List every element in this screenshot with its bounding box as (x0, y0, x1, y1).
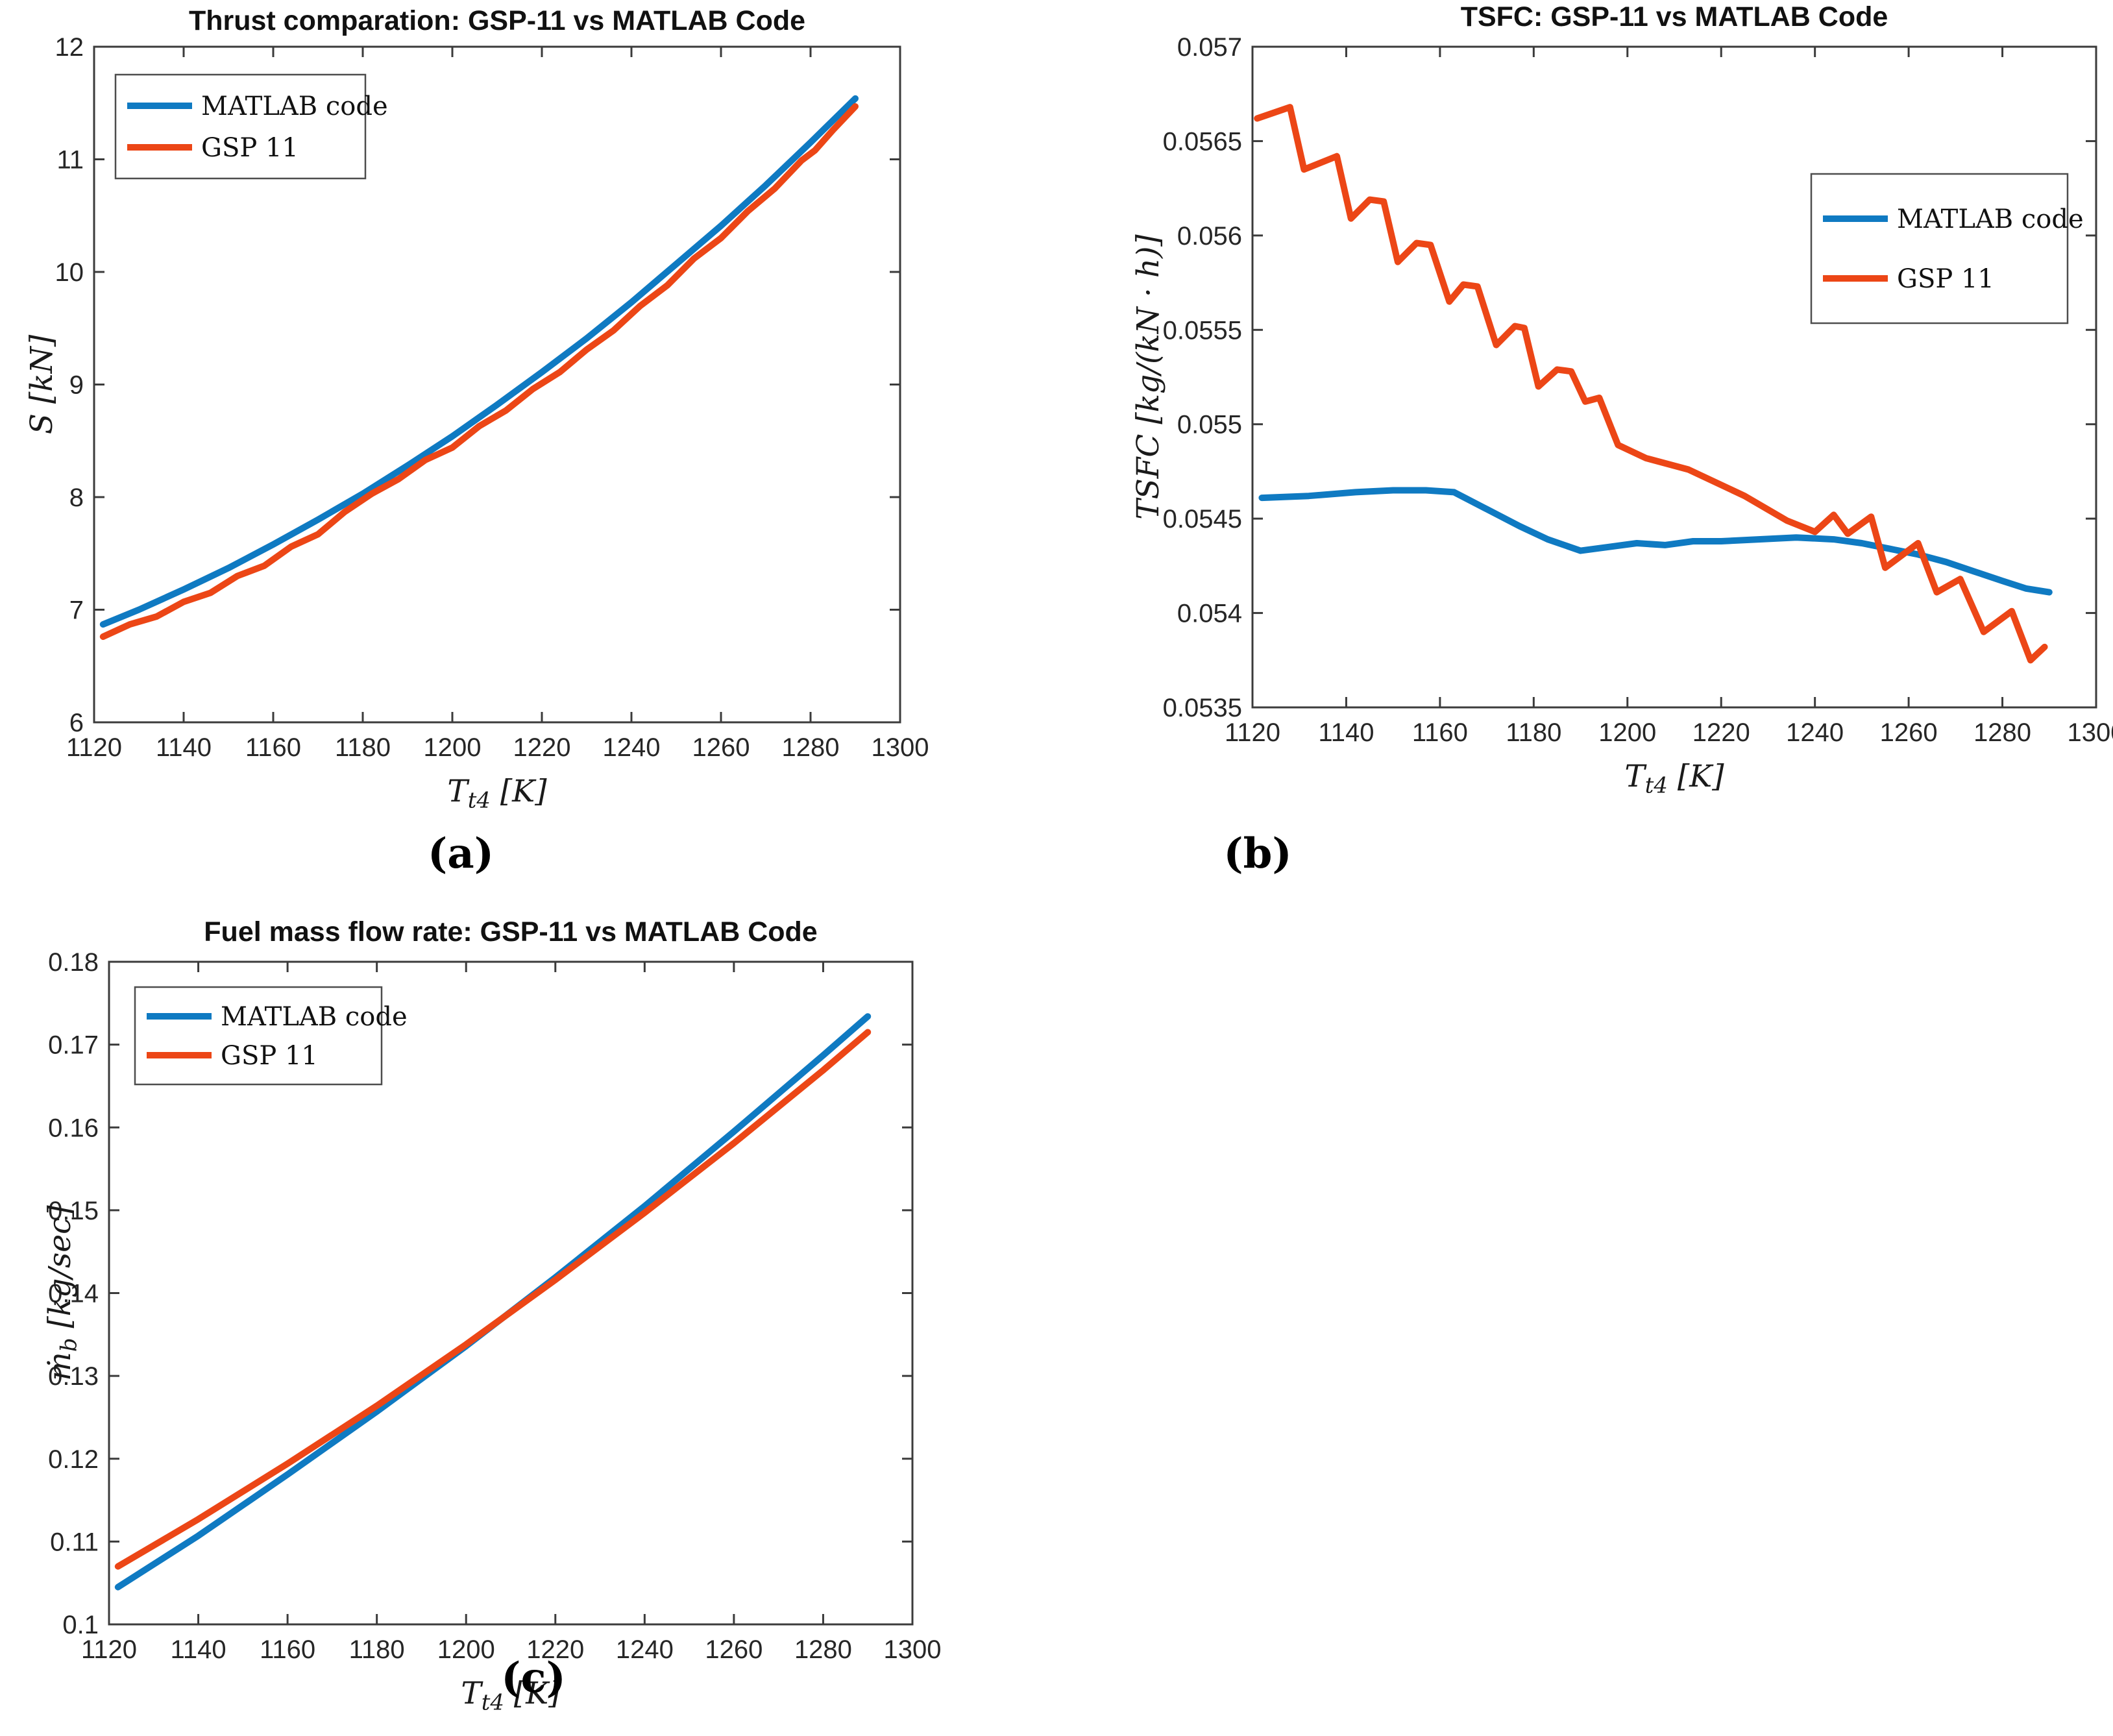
tsfc-ytick-label: 0.056 (1177, 222, 1242, 251)
fuel-flow-xtick-label: 1120 (81, 1635, 137, 1664)
thrust-legend-label: MATLAB code (201, 92, 388, 121)
tsfc-ytick-label: 0.0545 (1163, 505, 1242, 533)
tsfc-legend: MATLAB code GSP 11 (1810, 173, 2084, 324)
tsfc-xlabel: Tt4 [K] (1624, 759, 1724, 798)
tsfc-xtick-label: 1260 (1880, 718, 1938, 747)
thrust-ytick-label: 10 (55, 258, 84, 287)
fuel-flow-ytick-label: 0.13 (48, 1362, 99, 1391)
fuel-flow-xtick-label: 1280 (794, 1635, 852, 1664)
thrust-ytick-label: 6 (69, 709, 84, 737)
fuel-flow-ytick-label: 0.17 (48, 1031, 99, 1060)
tsfc-xtick-label: 1220 (1692, 718, 1750, 747)
thrust-xtick-label: 1260 (692, 733, 750, 762)
tsfc-xtick-label: 1200 (1598, 718, 1656, 747)
thrust-ytick-label: 12 (55, 33, 84, 62)
thrust-ytick-label: 9 (69, 371, 84, 400)
chart-c-title: Fuel mass flow rate: GSP-11 vs MATLAB Co… (204, 916, 818, 947)
tsfc-ylabel: TSFC [kg/(kN · h)] (1130, 234, 1166, 520)
thrust-xtick-label: 1300 (872, 733, 929, 762)
thrust-xtick-label: 1180 (335, 733, 391, 762)
thrust-ytick-label: 11 (56, 146, 84, 175)
fuel-flow-ytick-label: 0.1 (62, 1611, 99, 1639)
caption-b: (b) (1223, 829, 1292, 878)
tsfc-xtick-label: 1280 (1973, 718, 2031, 747)
thrust-series-gsp-11 (99, 103, 859, 641)
chart-thrust-canvas: 1120 1140 1160 1180 1200 1220 1240 1260 1280 1300… (24, 33, 929, 813)
fuel-flow-ytick-label: 0.15 (48, 1197, 99, 1225)
chart-tsfc-canvas: 1120 1140 1160 1180 1200 1220 1240 1260 1280 130 0… (1130, 33, 2113, 798)
fuel-flow-xtick-label: 1180 (349, 1635, 405, 1664)
caption-c: (c) (501, 1654, 566, 1702)
fuel-flow-xlabel: Tt4 [K] (461, 1676, 561, 1715)
tsfc-ytick-label: 0.0535 (1163, 694, 1242, 722)
thrust-axes: 1120 1140 1160 1180 1200 1220 1240 1260 1280 1300… (55, 33, 929, 762)
thrust-ytick-label: 7 (69, 596, 84, 625)
tsfc-xtick-label: 1240 (1786, 718, 1844, 747)
fuel-flow-xtick-label: 1140 (171, 1635, 226, 1664)
thrust-xtick-label: 1140 (156, 733, 212, 762)
fuel-flow-legend-label: GSP 11 (221, 1041, 318, 1071)
tsfc-xtick-label: 1160 (1412, 718, 1468, 747)
tsfc-legend-label: MATLAB code (1897, 204, 2084, 234)
chart-b-title: TSFC: GSP-11 vs MATLAB Code (1460, 1, 1888, 32)
thrust-xtick-label: 1280 (782, 733, 840, 762)
fuel-flow-ytick-label: 0.12 (48, 1445, 99, 1474)
tsfc-xtick-label: 1120 (1225, 718, 1280, 747)
thrust-legend: MATLAB code GSP 11 (114, 73, 388, 180)
fuel-flow-ylabel: ṁb [kg/sec] (42, 1205, 81, 1381)
fuel-flow-xtick-label: 1260 (705, 1635, 763, 1664)
tsfc-xtick-label: 1300 (2068, 718, 2113, 747)
fuel-flow-ytick-label: 0.11 (50, 1528, 99, 1556)
tsfc-axes: 1120 1140 1160 1180 1200 1220 1240 1260 1280 130 0… (1163, 33, 2113, 747)
thrust-xtick-label: 1120 (66, 733, 122, 762)
thrust-xtick-label: 1200 (424, 733, 482, 762)
thrust-ytick-label: 8 (69, 483, 84, 512)
fuel-flow-legend-label: MATLAB code (221, 1002, 408, 1032)
thrust-ylabel: S [kN] (24, 334, 60, 434)
tsfc-ytick-label: 0.055 (1177, 411, 1242, 439)
tsfc-ytick-label: 0.054 (1177, 600, 1242, 628)
caption-a: (a) (427, 829, 495, 878)
tsfc-ytick-label: 0.057 (1177, 33, 1242, 62)
fuel-flow-series-gsp-11 (114, 1029, 872, 1570)
tsfc-xtick-label: 1180 (1506, 718, 1561, 747)
fuel-flow-ytick-label: 0.14 (48, 1280, 99, 1308)
chart-a-title: Thrust comparation: GSP-11 vs MATLAB Cod… (188, 5, 806, 36)
thrust-xtick-label: 1220 (513, 733, 571, 762)
thrust-legend-label: GSP 11 (201, 133, 299, 163)
tsfc-ytick-label: 0.0565 (1163, 127, 1242, 156)
thrust-xtick-label: 1240 (603, 733, 661, 762)
fuel-flow-ytick-label: 0.16 (48, 1114, 99, 1142)
chart-fuel-flow-canvas: 1120 1140 1160 1180 1200 1220 1240 1260 1280 1300… (42, 948, 941, 1715)
thrust-series-matlab-code (99, 95, 859, 628)
fuel-flow-axes: 1120 1140 1160 1180 1200 1220 1240 1260 1280 1300… (48, 948, 941, 1664)
tsfc-series-matlab-code (1258, 487, 2053, 596)
thrust-xtick-label: 1160 (245, 733, 301, 762)
fuel-flow-xtick-label: 1240 (616, 1635, 674, 1664)
fuel-flow-legend: MATLAB code GSP 11 (134, 986, 408, 1086)
fuel-flow-xtick-label: 1160 (260, 1635, 315, 1664)
tsfc-legend-label: GSP 11 (1897, 264, 1994, 294)
fuel-flow-xtick-label: 1300 (884, 1635, 942, 1664)
tsfc-ytick-label: 0.0555 (1163, 316, 1242, 345)
fuel-flow-xtick-label: 1220 (526, 1635, 584, 1664)
tsfc-series-gsp-11 (1254, 104, 2048, 664)
fuel-flow-ytick-label: 0.18 (48, 948, 99, 977)
tsfc-xtick-label: 1140 (1318, 718, 1374, 747)
thrust-xlabel: Tt4 [K] (447, 774, 547, 813)
fuel-flow-xtick-label: 1200 (437, 1635, 495, 1664)
